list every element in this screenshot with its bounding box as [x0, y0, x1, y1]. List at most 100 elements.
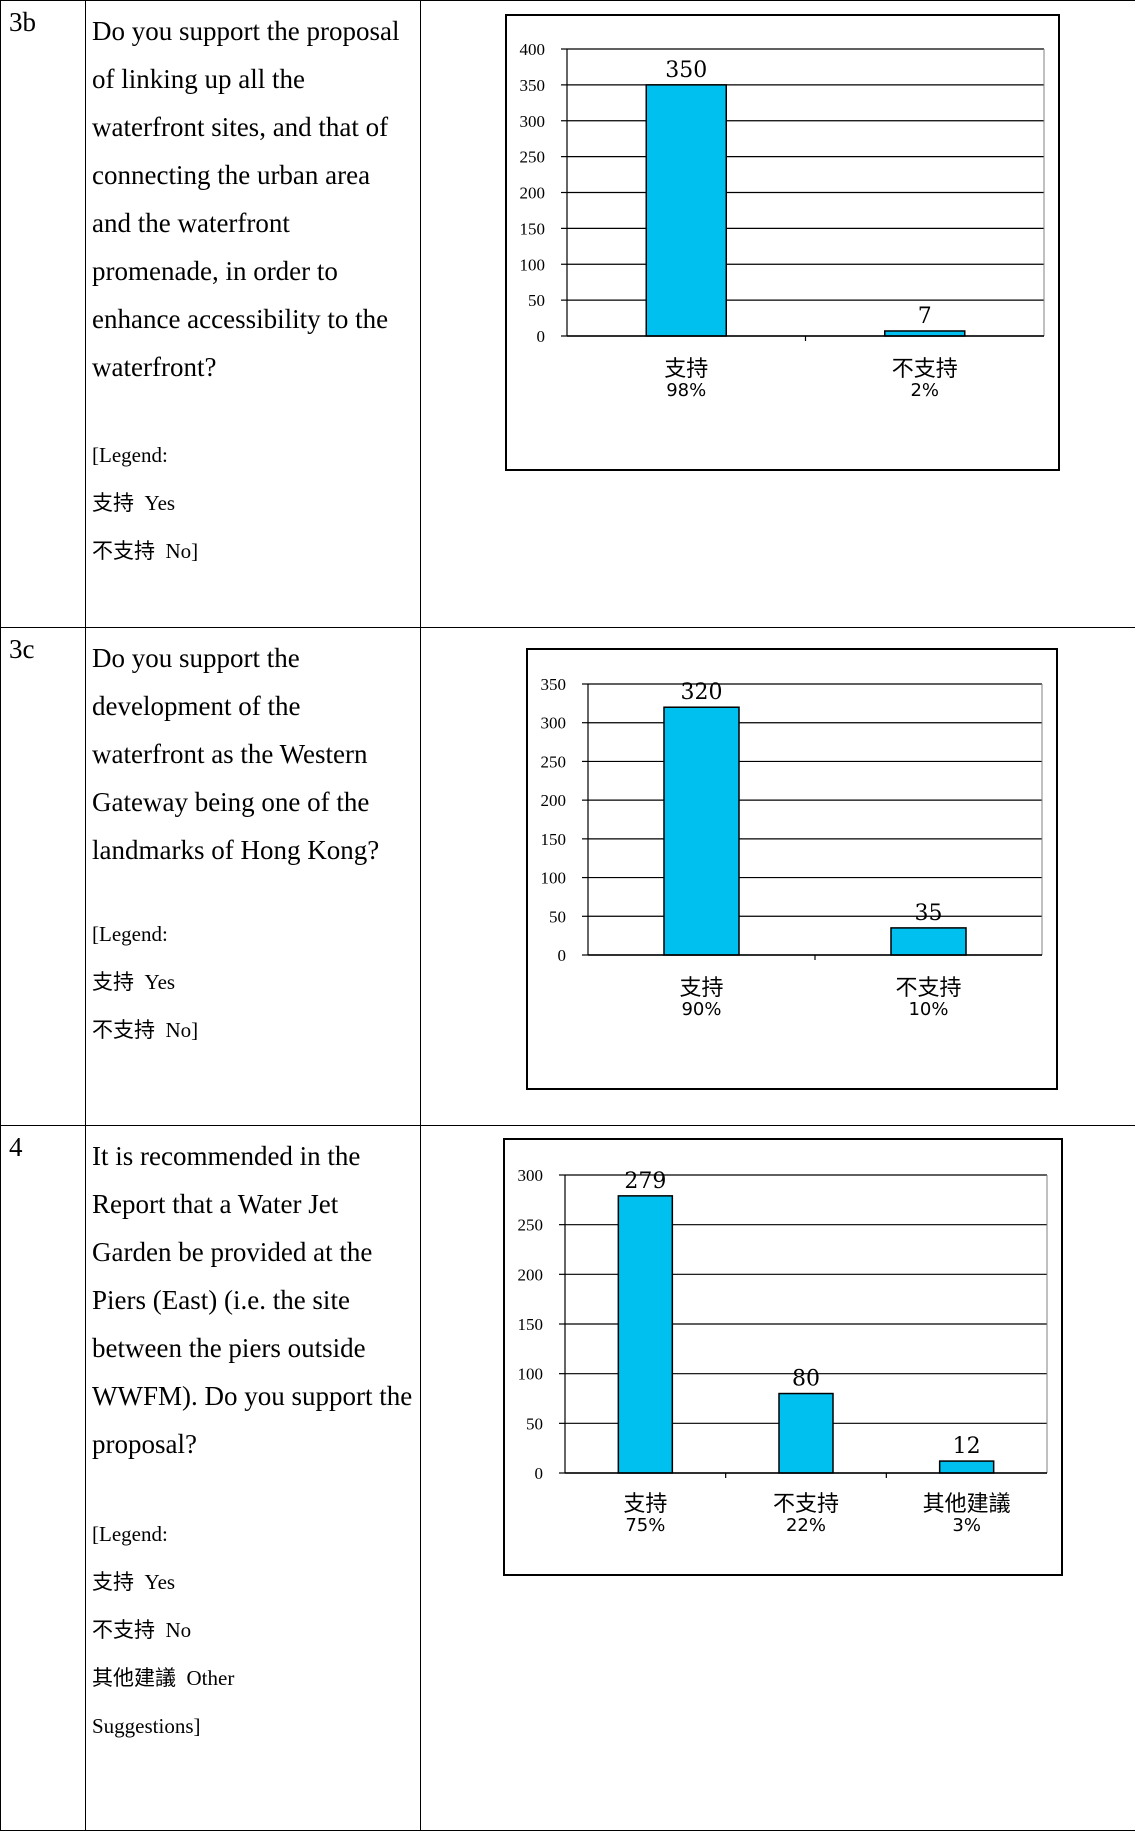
question-cell: It is recommended in the Report that a W…	[86, 1126, 421, 1831]
chart-frame	[506, 15, 1059, 470]
question-cell: Do you support the development of the wa…	[86, 628, 421, 1126]
question-number: 4	[1, 1126, 86, 1831]
category-label: 支持	[623, 1492, 667, 1517]
y-tick-label: 0	[558, 946, 567, 965]
category-percentage: 2%	[910, 380, 939, 401]
legend-line: 支持 Yes	[92, 958, 414, 1006]
y-tick-label: 200	[518, 1265, 544, 1284]
y-tick-label: 150	[518, 1315, 544, 1334]
y-tick-label: 200	[520, 184, 546, 203]
y-tick-label: 50	[526, 1414, 543, 1433]
legend-en: Suggestions]	[92, 1714, 201, 1738]
legend-en: Yes	[145, 970, 176, 994]
category-percentage: 90%	[681, 999, 721, 1020]
question-text: It is recommended in the Report that a W…	[92, 1132, 414, 1468]
y-tick-label: 250	[518, 1216, 544, 1235]
y-tick-label: 300	[518, 1166, 544, 1185]
legend-en: Other	[187, 1666, 235, 1690]
legend-line: 不支持 No]	[92, 1006, 414, 1054]
y-tick-label: 150	[541, 830, 567, 849]
y-tick-label: 100	[541, 869, 567, 888]
bar	[885, 331, 965, 336]
bar-value-label: 320	[681, 680, 723, 705]
question-number: 3b	[1, 1, 86, 628]
legend-zh: 支持	[92, 491, 134, 515]
table-row: 3b Do you support the proposal of linkin…	[1, 1, 1135, 628]
category-percentage: 3%	[952, 1515, 981, 1536]
bar	[618, 1196, 672, 1473]
question-text: Do you support the development of the wa…	[92, 634, 414, 874]
y-tick-label: 200	[541, 791, 567, 810]
bar-value-label: 350	[665, 58, 707, 83]
y-tick-label: 250	[520, 148, 546, 167]
category-percentage: 98%	[666, 380, 706, 401]
y-tick-label: 400	[520, 40, 546, 59]
legend-zh: 不支持	[92, 1618, 155, 1642]
legend-line: [Legend:	[92, 431, 414, 479]
table-row: 3c Do you support the development of the…	[1, 628, 1135, 1126]
legend-line: 其他建議 Other	[92, 1654, 414, 1702]
legend-zh: 支持	[92, 970, 134, 994]
category-percentage: 10%	[908, 999, 948, 1020]
bar-value-label: 12	[953, 1434, 981, 1459]
category-label: 支持	[679, 976, 723, 1001]
legend-zh: 不支持	[92, 1018, 155, 1042]
legend-line: [Legend:	[92, 910, 414, 958]
category-percentage: 75%	[625, 1515, 665, 1536]
y-tick-label: 50	[549, 907, 566, 926]
legend-line: 支持 Yes	[92, 479, 414, 527]
bar-value-label: 35	[915, 901, 943, 926]
y-tick-label: 50	[528, 291, 545, 310]
legend-zh: 不支持	[92, 539, 155, 563]
category-label: 其他建議	[923, 1492, 1011, 1517]
legend-line: 不支持 No	[92, 1606, 414, 1654]
bar	[664, 707, 739, 955]
legend-line: 不支持 No]	[92, 527, 414, 575]
legend-en: [Legend:	[92, 443, 168, 467]
bar-value-label: 80	[792, 1367, 820, 1392]
legend-line: Suggestions]	[92, 1702, 414, 1750]
legend-en: Yes	[145, 491, 176, 515]
chart-frame	[527, 649, 1057, 1089]
bar	[891, 928, 966, 955]
y-tick-label: 100	[518, 1365, 544, 1384]
bar-value-label: 279	[624, 1169, 666, 1194]
y-tick-label: 0	[537, 327, 546, 346]
bar	[779, 1394, 833, 1473]
legend-zh: 支持	[92, 1570, 134, 1594]
category-label: 不支持	[892, 357, 958, 382]
legend-line: [Legend:	[92, 1510, 414, 1558]
category-percentage: 22%	[786, 1515, 826, 1536]
y-tick-label: 350	[541, 675, 567, 694]
y-tick-label: 100	[520, 255, 546, 274]
question-text: Do you support the proposal of linking u…	[92, 7, 414, 391]
legend-line: 支持 Yes	[92, 1558, 414, 1606]
legend-en: No]	[166, 1018, 199, 1042]
y-tick-label: 250	[541, 752, 567, 771]
category-label: 不支持	[895, 976, 961, 1001]
bar	[940, 1461, 994, 1473]
legend-en: [Legend:	[92, 922, 168, 946]
y-tick-label: 350	[520, 76, 546, 95]
legend-en: [Legend:	[92, 1522, 168, 1546]
y-tick-label: 300	[541, 714, 567, 733]
category-label: 支持	[664, 357, 708, 382]
table-row: 4 It is recommended in the Report that a…	[1, 1126, 1135, 1831]
y-tick-label: 0	[535, 1464, 544, 1483]
y-tick-label: 300	[520, 112, 546, 131]
y-tick-label: 150	[520, 219, 546, 238]
question-number: 3c	[1, 628, 86, 1126]
legend-en: No	[166, 1618, 192, 1642]
legend-en: Yes	[145, 1570, 176, 1594]
bar-value-label: 7	[918, 304, 932, 329]
